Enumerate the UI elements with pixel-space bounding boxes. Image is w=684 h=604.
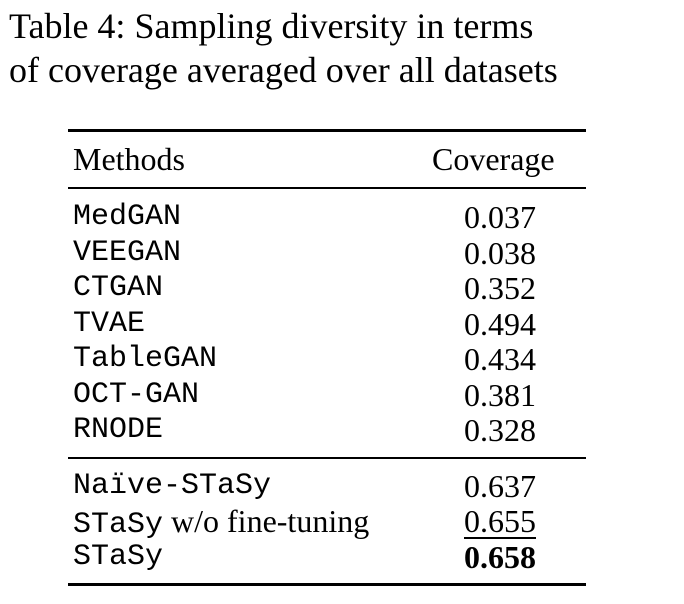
- method-cell: OCT-GAN: [73, 378, 200, 412]
- second-best-value: 0.655: [464, 503, 536, 539]
- table-row: Naïve-STaSy 0.637: [68, 468, 586, 504]
- bottom-rule: [68, 583, 586, 586]
- table-row: CTGAN 0.352: [68, 270, 586, 306]
- coverage-cell: 0.328: [464, 412, 536, 448]
- table-row: STaSy 0.658: [68, 539, 586, 575]
- coverage-cell: 0.037: [464, 199, 536, 235]
- method-suffix: w/o fine-tuning: [163, 503, 370, 539]
- method-cell: VEEGAN: [73, 236, 182, 270]
- coverage-cell: 0.038: [464, 235, 536, 271]
- method-cell: STaSy: [73, 540, 164, 574]
- table-row: VEEGAN 0.038: [68, 235, 586, 271]
- header-rule: [68, 187, 586, 189]
- table-row: STaSy w/o fine-tuning 0.655: [68, 503, 586, 542]
- method-cell: TableGAN: [73, 342, 218, 376]
- table-row: TableGAN 0.434: [68, 341, 586, 377]
- method-cell: TVAE: [73, 307, 146, 341]
- coverage-cell: 0.655: [464, 503, 548, 539]
- table-header-row: Methods Coverage: [68, 141, 586, 177]
- table-row: RNODE 0.328: [68, 412, 586, 448]
- best-value: 0.658: [464, 539, 536, 575]
- top-rule: [68, 129, 586, 132]
- caption-line-2: of coverage averaged over all datasets: [9, 50, 558, 90]
- method-cell: MedGAN: [73, 200, 182, 234]
- method-cell: STaSy w/o fine-tuning: [73, 503, 369, 543]
- group-rule: [68, 457, 586, 459]
- method-name: STaSy: [73, 508, 164, 542]
- method-cell: CTGAN: [73, 271, 164, 305]
- method-cell: Naïve-STaSy: [73, 469, 272, 503]
- methods-header: Methods: [73, 141, 185, 177]
- table-row: MedGAN 0.037: [68, 199, 586, 235]
- coverage-cell: 0.352: [464, 270, 536, 306]
- method-cell: RNODE: [73, 413, 164, 447]
- caption-line-1: Table 4: Sampling diversity in terms: [9, 6, 534, 46]
- coverage-cell: 0.637: [464, 468, 536, 504]
- table-row: TVAE 0.494: [68, 306, 586, 342]
- coverage-cell: 0.434: [464, 341, 536, 377]
- coverage-header: Coverage: [432, 141, 555, 177]
- table-caption: Table 4: Sampling diversity in terms of …: [9, 4, 679, 92]
- coverage-cell: 0.494: [464, 306, 536, 342]
- coverage-cell: 0.381: [464, 377, 536, 413]
- table-row: OCT-GAN 0.381: [68, 377, 586, 413]
